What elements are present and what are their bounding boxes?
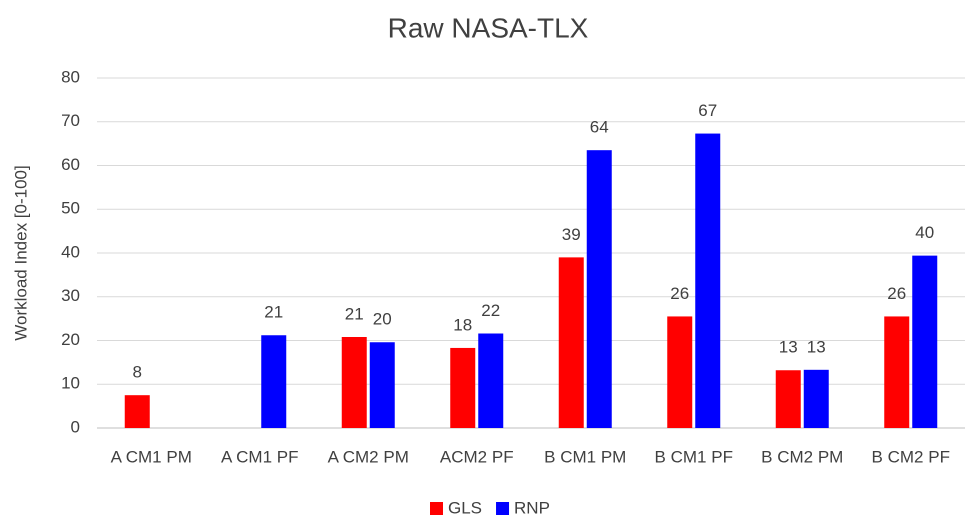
- y-tick-label: 10: [61, 374, 80, 393]
- legend-label: RNP: [514, 498, 550, 517]
- bar: [558, 257, 584, 428]
- data-label: 64: [590, 118, 609, 137]
- data-label: 13: [807, 337, 826, 356]
- data-label: 39: [562, 225, 581, 244]
- x-tick-label: ACM2 PF: [440, 447, 514, 466]
- bar: [261, 335, 287, 428]
- y-tick-label: 20: [61, 330, 80, 349]
- legend-swatch: [430, 502, 443, 515]
- legend-swatch: [496, 502, 510, 515]
- data-label: 21: [345, 304, 364, 323]
- chart-title: Raw NASA-TLX: [388, 12, 589, 43]
- x-tick-label: A CM2 PM: [328, 447, 409, 466]
- bar: [124, 395, 150, 428]
- data-label: 13: [779, 338, 798, 357]
- bar: [884, 316, 910, 428]
- x-tick-label: A CM1 PF: [221, 447, 298, 466]
- legend-label: GLS: [448, 498, 482, 517]
- bar: [586, 150, 612, 428]
- data-label: 22: [481, 301, 500, 320]
- bar: [478, 333, 504, 428]
- y-tick-label: 80: [61, 67, 80, 86]
- x-tick-label: B CM1 PF: [655, 447, 733, 466]
- data-label: 26: [670, 284, 689, 303]
- y-tick-label: 50: [61, 199, 80, 218]
- y-tick-label: 0: [71, 417, 80, 436]
- data-label: 20: [373, 310, 392, 329]
- y-tick-label: 60: [61, 155, 80, 174]
- x-tick-label: B CM2 PF: [872, 447, 950, 466]
- data-label: 67: [698, 101, 717, 120]
- bar: [695, 133, 721, 428]
- bar: [369, 342, 395, 428]
- x-tick-label: B CM2 PM: [761, 447, 843, 466]
- y-axis-label: Workload Index [0-100]: [11, 165, 30, 340]
- data-label: 40: [915, 223, 934, 242]
- x-tick-label: A CM1 PM: [111, 447, 192, 466]
- bar: [450, 347, 476, 428]
- bar: [803, 369, 829, 428]
- y-tick-label: 30: [61, 286, 80, 305]
- x-tick-label: B CM1 PM: [544, 447, 626, 466]
- data-label: 21: [264, 303, 283, 322]
- bar: [341, 337, 367, 428]
- bar: [667, 316, 693, 428]
- data-label: 18: [453, 315, 472, 334]
- y-tick-label: 70: [61, 111, 80, 130]
- bar: [912, 255, 938, 428]
- bar: [775, 370, 801, 428]
- data-label: 26: [887, 284, 906, 303]
- y-tick-label: 40: [61, 242, 80, 261]
- data-label: 8: [133, 363, 142, 382]
